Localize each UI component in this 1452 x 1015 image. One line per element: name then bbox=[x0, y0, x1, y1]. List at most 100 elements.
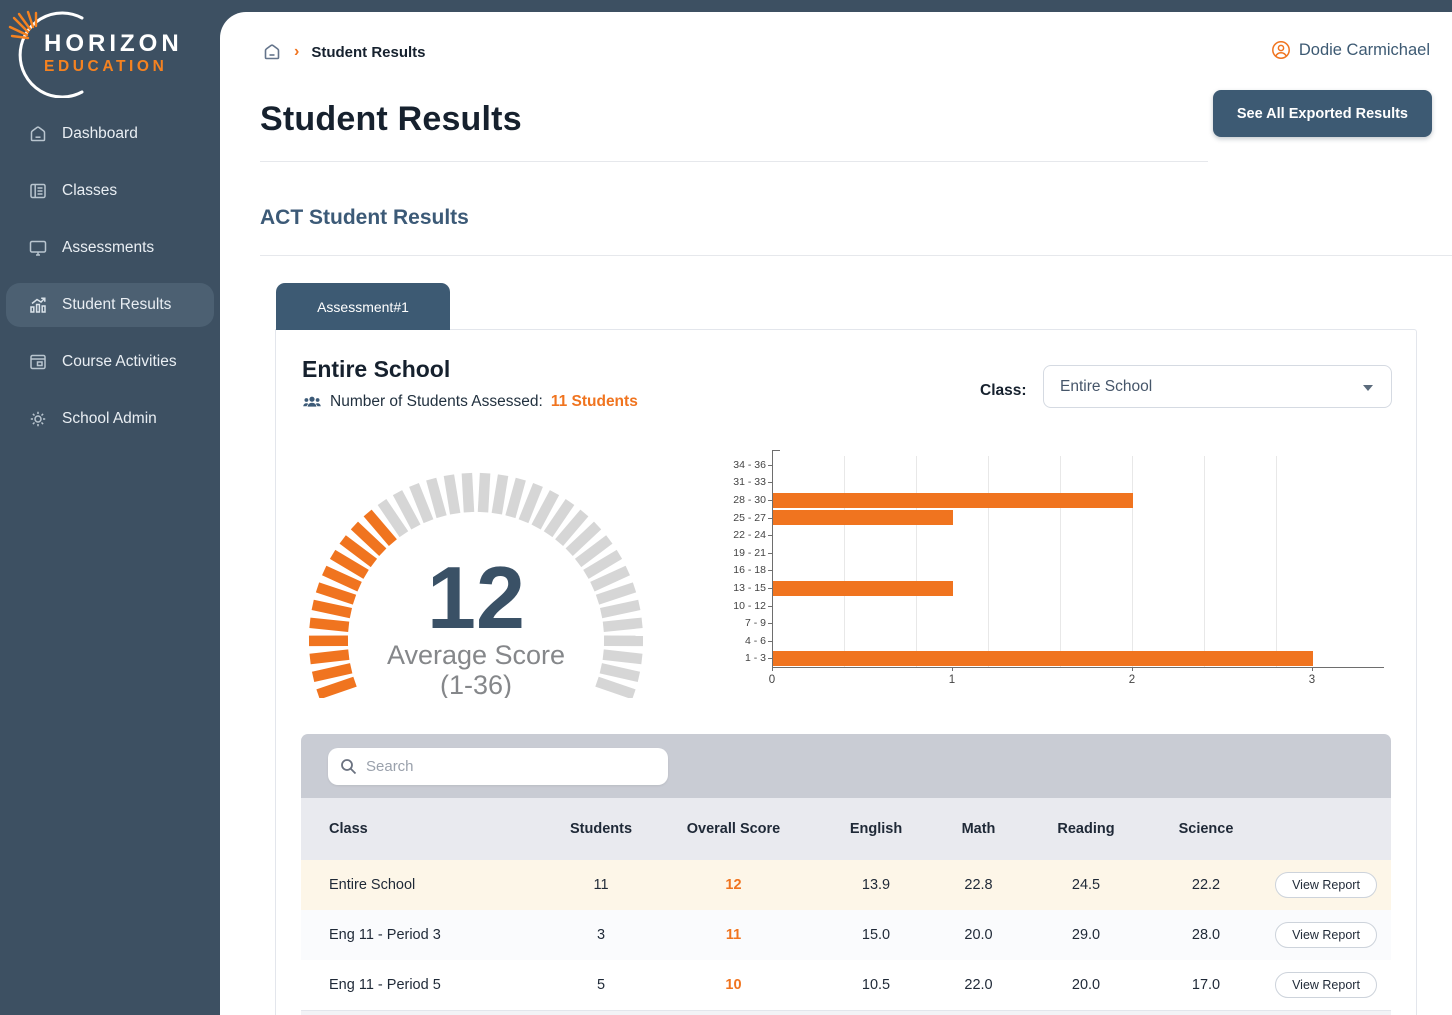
chart-x-tick bbox=[1312, 667, 1313, 672]
gauge-tick bbox=[477, 472, 491, 513]
search-box[interactable] bbox=[328, 748, 668, 785]
results-card: Entire School Number of Students Assesse… bbox=[275, 329, 1417, 1015]
chart-bar-13-15 bbox=[773, 580, 953, 596]
sidebar-item-label: Classes bbox=[62, 182, 118, 199]
sidebar-item-dashboard[interactable]: Dashboard bbox=[6, 112, 214, 156]
gauge-tick bbox=[599, 599, 641, 619]
assessed-label: Number of Students Assessed: bbox=[330, 393, 543, 410]
gauge-tick bbox=[599, 663, 641, 683]
cell-english: 10.5 bbox=[861, 977, 891, 993]
chart-y-tick bbox=[768, 605, 772, 607]
cell-reading: 29.0 bbox=[1071, 927, 1101, 943]
chart-y-tick bbox=[768, 640, 772, 642]
section-divider bbox=[260, 255, 1452, 256]
sidebar-item-classes[interactable]: Classes bbox=[6, 169, 214, 213]
table-header-row: Class Students Overall Score English Math Rea… bbox=[301, 798, 1391, 860]
column-header-math: Math bbox=[961, 821, 996, 837]
sidebar-item-assessments[interactable]: Assessments bbox=[6, 226, 214, 270]
cell-math: 22.0 bbox=[964, 977, 993, 993]
view-report-button[interactable]: View Report bbox=[1275, 972, 1377, 998]
tab-assessment-1[interactable]: Assessment#1 bbox=[276, 283, 450, 330]
section-heading: ACT Student Results bbox=[260, 206, 469, 229]
brand-line2: EDUCATION bbox=[44, 58, 168, 75]
cell-math: 20.0 bbox=[964, 927, 993, 943]
students-assessed: Number of Students Assessed: 11 Students bbox=[302, 392, 638, 412]
class-select-dropdown[interactable]: Entire School bbox=[1043, 365, 1392, 408]
gauge-tick bbox=[602, 617, 643, 633]
search-input[interactable] bbox=[366, 758, 656, 775]
table-row: Eng 11 - Period 3 3 11 15.0 20.0 29.0 28.0 View… bbox=[301, 910, 1391, 960]
gauge-tick bbox=[543, 499, 575, 538]
sidebar-item-school-admin[interactable]: School Admin bbox=[6, 397, 214, 441]
cell-overall: 12 bbox=[725, 877, 742, 893]
chart-gridline bbox=[1204, 456, 1205, 668]
page-title: Student Results bbox=[260, 100, 522, 138]
chart-x-tick bbox=[952, 667, 953, 672]
cell-reading: 20.0 bbox=[1071, 977, 1101, 993]
view-report-button[interactable]: View Report bbox=[1275, 922, 1377, 948]
cell-overall: 11 bbox=[725, 927, 742, 943]
sidebar-item-student-results[interactable]: Student Results bbox=[6, 283, 214, 327]
gauge-tick bbox=[322, 565, 362, 592]
gauge-tick bbox=[311, 599, 353, 619]
gauge-tick bbox=[590, 565, 630, 592]
gauge-tick bbox=[583, 549, 623, 579]
cell-english: 15.0 bbox=[861, 927, 891, 943]
user-name: Dodie Carmichael bbox=[1298, 40, 1430, 59]
gauge-tick bbox=[574, 535, 613, 568]
chart-category-label: 13 - 15 bbox=[733, 582, 766, 594]
class-filter-label: Class: bbox=[980, 382, 1027, 399]
view-report-button[interactable]: View Report bbox=[1275, 872, 1377, 898]
gauge-sublabel: (1-36) bbox=[440, 670, 512, 698]
cell-students: 11 bbox=[593, 877, 609, 893]
user-menu[interactable]: Dodie Carmichael bbox=[1271, 40, 1430, 60]
column-header-overall-score: Overall Score bbox=[686, 821, 781, 837]
chart-category-label: 7 - 9 bbox=[744, 617, 766, 630]
see-all-exported-results-button[interactable]: See All Exported Results bbox=[1212, 90, 1432, 137]
gauge-tick bbox=[602, 649, 643, 665]
gauge-tick bbox=[595, 582, 637, 605]
chart-category-label: 34 - 36 bbox=[733, 458, 766, 471]
breadcrumb-current[interactable]: Student Results bbox=[311, 43, 426, 61]
sidebar-nav: Dashboard Classes Assessments Student Resul… bbox=[0, 112, 220, 441]
gauge-tick bbox=[531, 490, 560, 530]
gauge-tick bbox=[491, 474, 509, 515]
sidebar-item-label: Dashboard bbox=[62, 125, 138, 142]
sidebar-item-label: Course Activities bbox=[62, 353, 177, 370]
gauge-tick bbox=[363, 509, 397, 547]
card-title: Entire School bbox=[302, 356, 451, 382]
chart-category-label: 22 - 24 bbox=[733, 529, 766, 542]
gauge-label: Average Score bbox=[387, 640, 565, 670]
table-toolbar bbox=[301, 734, 1391, 798]
gauge-tick bbox=[309, 617, 350, 633]
chart-y-tick bbox=[768, 552, 772, 554]
table-row: Eng 11 - Period 5 5 10 10.5 22.0 20.0 17.0 View… bbox=[301, 960, 1391, 1010]
column-header-english: English bbox=[849, 821, 903, 837]
sidebar-item-course-activities[interactable]: Course Activities bbox=[6, 340, 214, 384]
gauge-tick bbox=[505, 477, 526, 519]
home-icon[interactable] bbox=[262, 42, 282, 62]
column-header-science: Science bbox=[1178, 821, 1234, 837]
table-row: Entire School 11 12 13.9 22.8 24.5 22.2 View Re… bbox=[301, 860, 1391, 910]
column-header-class: Class bbox=[329, 821, 368, 837]
classes-icon bbox=[28, 181, 48, 201]
chart-y-tick bbox=[768, 517, 772, 519]
chart-y-tick bbox=[768, 570, 772, 572]
chart-y-tick bbox=[768, 658, 772, 660]
chart-category-label: 4 - 6 bbox=[744, 634, 766, 647]
gauge-tick bbox=[315, 582, 357, 605]
chart-y-tick bbox=[768, 500, 772, 501]
chart-bar-25-27 bbox=[773, 510, 953, 526]
window-icon bbox=[28, 352, 48, 372]
cell-science: 22.2 bbox=[1191, 877, 1221, 893]
gauge-tick bbox=[329, 549, 369, 579]
cell-science: 17.0 bbox=[1191, 977, 1221, 993]
search-icon bbox=[340, 758, 357, 775]
cell-overall: 10 bbox=[725, 977, 742, 993]
chart-x-tick-label: 0 bbox=[768, 674, 776, 687]
cell-reading: 24.5 bbox=[1071, 877, 1101, 893]
chart-y-tick bbox=[768, 588, 772, 589]
chart-category-label: 10 - 12 bbox=[733, 599, 766, 612]
gear-icon bbox=[28, 409, 48, 429]
chevron-down-icon bbox=[1363, 385, 1373, 391]
